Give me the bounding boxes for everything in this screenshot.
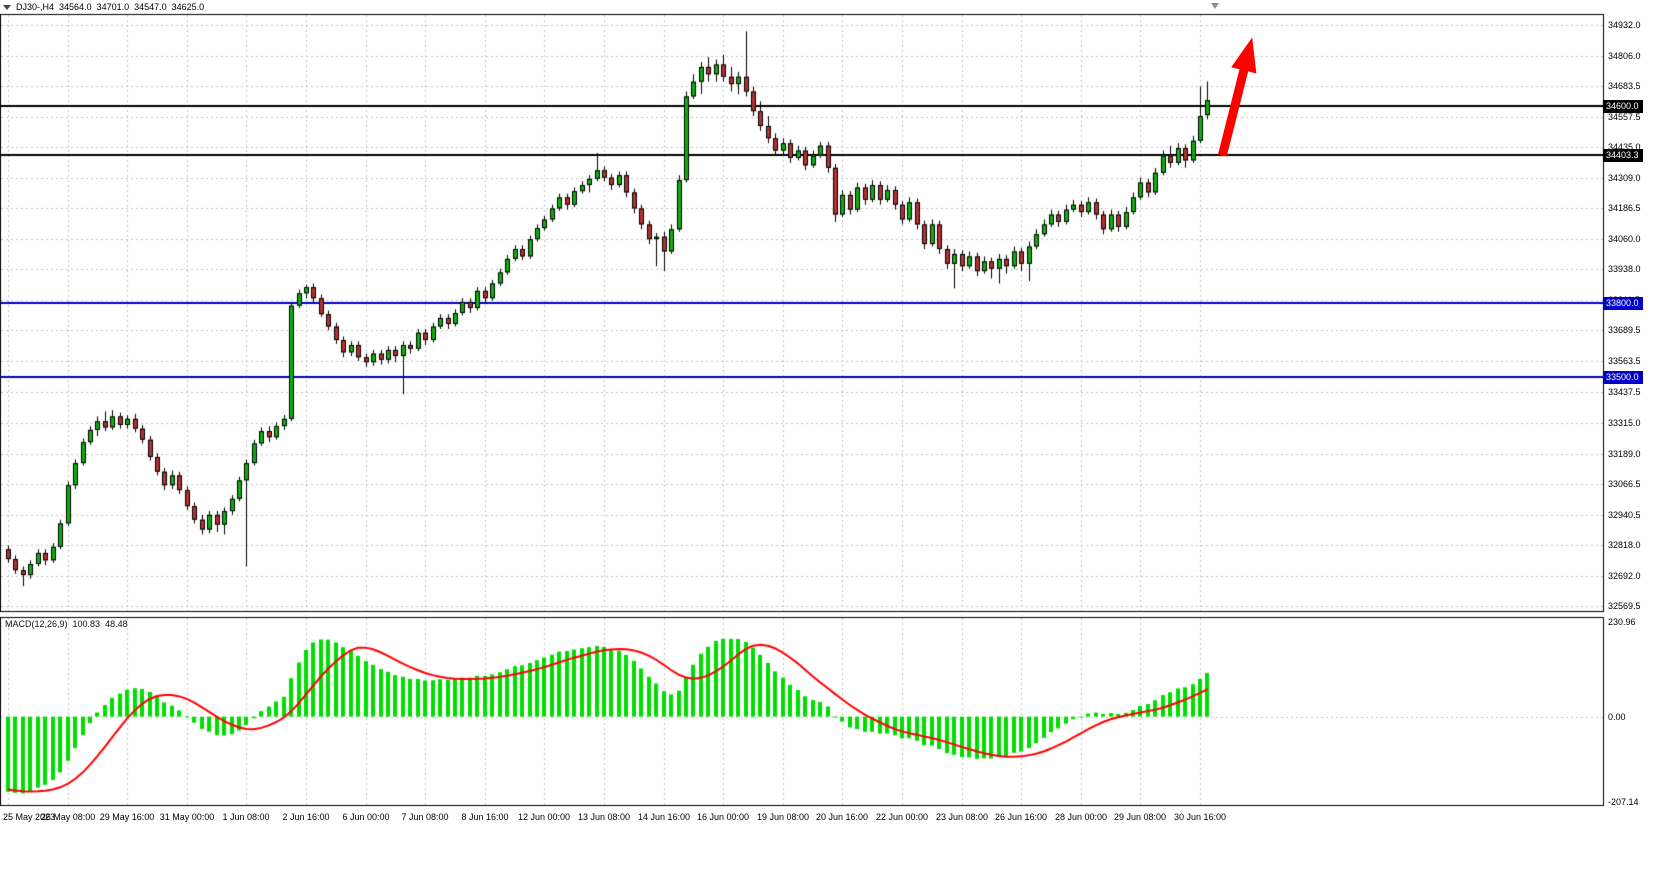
- macd-tick-label: 230.96: [1608, 617, 1636, 627]
- time-tick-label: 31 May 00:00: [159, 812, 215, 822]
- time-tick-label: 8 Jun 16:00: [461, 812, 509, 822]
- time-tick-label: 26 Jun 16:00: [994, 812, 1048, 822]
- ohlc-readout: DJ30-,H4 34564.0 34701.0 34547.0 34625.0: [3, 2, 209, 12]
- high-value: 34701.0: [96, 2, 130, 12]
- price-tick-label: 32940.5: [1608, 510, 1641, 520]
- price-tick-label: 32569.5: [1608, 601, 1641, 611]
- price-tick-label: 34186.5: [1608, 203, 1641, 213]
- price-tick-label: 33938.0: [1608, 264, 1641, 274]
- price-tick-label: 34683.5: [1608, 81, 1641, 91]
- price-tick-label: 33563.5: [1608, 356, 1641, 366]
- time-axis[interactable]: 25 May 2023 26 May 08:00 29 May 16:00 31 Ma…: [0, 808, 1604, 830]
- price-tick-label: 33066.5: [1608, 479, 1641, 489]
- macd-tick-label: -207.14: [1608, 797, 1639, 807]
- time-tick-label: 16 Jun 00:00: [696, 812, 750, 822]
- symbol-dropdown-icon[interactable]: [3, 5, 11, 11]
- price-line-badge: 34600.0: [1603, 100, 1643, 113]
- time-tick-label: 12 Jun 00:00: [517, 812, 571, 822]
- macd-tick-label: 0.00: [1608, 712, 1626, 722]
- time-tick-label: 29 Jun 08:00: [1113, 812, 1167, 822]
- time-tick-label: 6 Jun 00:00: [342, 812, 390, 822]
- price-line-badge: 34403.3: [1603, 149, 1643, 162]
- time-tick-label: 20 Jun 16:00: [815, 812, 869, 822]
- time-tick-label: 19 Jun 08:00: [756, 812, 810, 822]
- price-axis[interactable]: 34932.0 34806.0 34683.5 34557.5 34435.0 34309…: [1603, 0, 1671, 889]
- price-line-badge: 33800.0: [1603, 297, 1643, 310]
- time-tick-label: 2 Jun 16:00: [282, 812, 330, 822]
- time-tick-label: 23 Jun 08:00: [935, 812, 989, 822]
- price-tick-label: 34932.0: [1608, 20, 1641, 30]
- time-tick-label: 29 May 16:00: [99, 812, 155, 822]
- price-tick-label: 32692.0: [1608, 571, 1641, 581]
- price-tick-label: 34557.5: [1608, 112, 1641, 122]
- macd-main-value: 100.83: [72, 619, 101, 629]
- chart-shift-marker-icon[interactable]: [1211, 3, 1219, 9]
- price-tick-label: 33437.5: [1608, 387, 1641, 397]
- price-tick-label: 33315.0: [1608, 418, 1641, 428]
- close-value: 34625.0: [171, 2, 205, 12]
- time-tick-label: 22 Jun 00:00: [875, 812, 929, 822]
- time-tick-label: 26 May 08:00: [40, 812, 96, 822]
- time-tick-label: 1 Jun 08:00: [222, 812, 270, 822]
- time-tick-label: 30 Jun 16:00: [1173, 812, 1227, 822]
- time-tick-label: 14 Jun 16:00: [637, 812, 691, 822]
- low-value: 34547.0: [134, 2, 167, 12]
- price-tick-label: 32818.0: [1608, 540, 1641, 550]
- price-tick-label: 34060.0: [1608, 234, 1641, 244]
- time-tick-label: 28 Jun 00:00: [1054, 812, 1108, 822]
- price-tick-label: 34309.0: [1608, 173, 1641, 183]
- price-tick-label: 33189.0: [1608, 449, 1641, 459]
- price-tick-label: 34435.0: [1608, 142, 1641, 152]
- time-tick-label: 7 Jun 08:00: [401, 812, 449, 822]
- price-tick-label: 33689.5: [1608, 325, 1641, 335]
- price-tick-label: 34806.0: [1608, 51, 1641, 61]
- macd-title: MACD(12,26,9): [5, 619, 68, 629]
- macd-signal-value: 48.48: [105, 619, 128, 629]
- symbol-timeframe-label: DJ30-,H4: [16, 2, 55, 12]
- macd-indicator-label: MACD(12,26,9) 100.83 48.48: [5, 619, 133, 629]
- time-tick-label: 25 May 2023: [3, 812, 56, 822]
- time-tick-label: 13 Jun 08:00: [577, 812, 631, 822]
- price-line-badge: 33500.0: [1603, 371, 1643, 384]
- open-value: 34564.0: [59, 2, 92, 12]
